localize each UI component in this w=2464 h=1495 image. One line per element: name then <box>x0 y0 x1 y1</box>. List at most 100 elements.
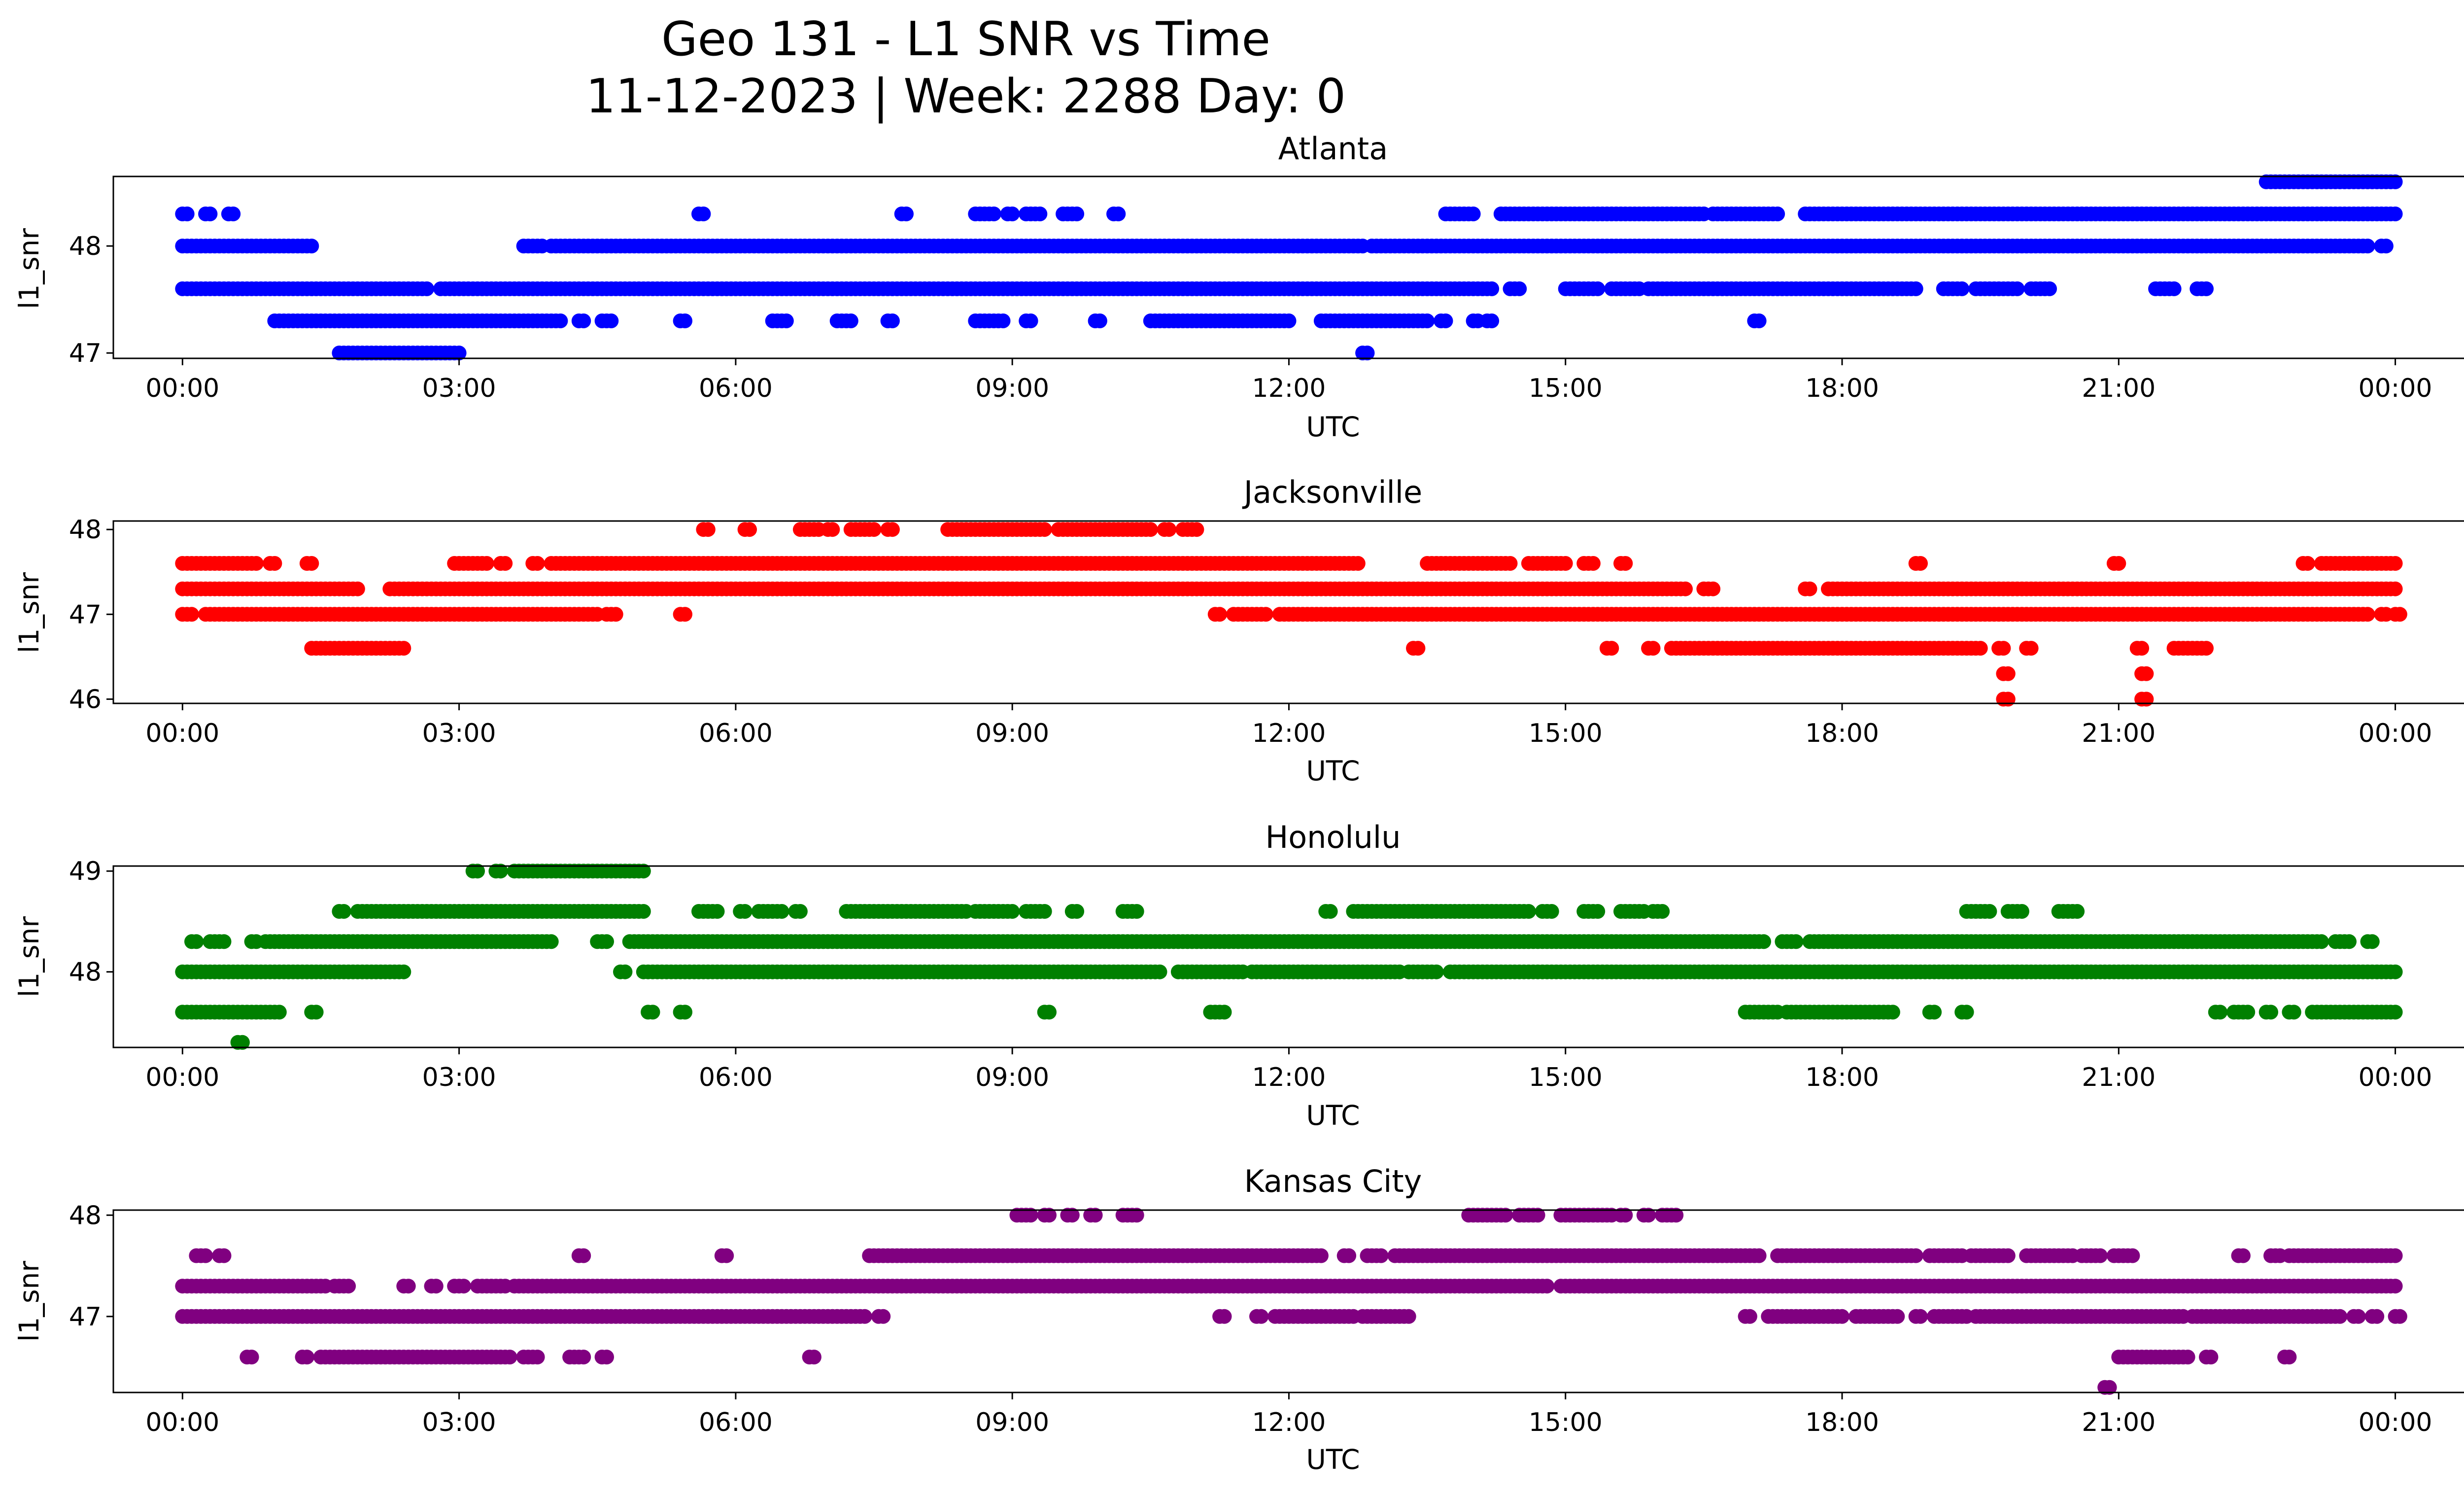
x-tick-label: 00:00 <box>145 374 219 403</box>
scatter-point <box>304 556 319 571</box>
x-axis-label: UTC <box>1306 755 1360 787</box>
scatter-point <box>710 904 725 919</box>
scatter-point <box>2240 1005 2256 1020</box>
scatter-point <box>779 313 794 328</box>
scatter-point <box>1111 207 1126 221</box>
scatter-point <box>2378 239 2394 254</box>
scatter-point <box>1258 607 1273 622</box>
y-axis-label: l1_snr <box>13 916 45 997</box>
x-axis-label: UTC <box>1306 1100 1360 1131</box>
scatter-point <box>226 207 241 221</box>
scatter-point <box>1341 1248 1357 1263</box>
scatter-point <box>876 1309 891 1324</box>
scatter-point <box>1959 1005 1974 1020</box>
scatter-point <box>2263 1005 2278 1020</box>
scatter-point <box>336 904 351 919</box>
scatter-point <box>1604 641 1619 656</box>
y-tick-label: 47 <box>69 1302 102 1332</box>
scatter-point <box>1313 1248 1329 1263</box>
scatter-point <box>599 934 614 949</box>
x-tick-label: 03:00 <box>422 1063 496 1092</box>
plot-frame <box>112 865 2464 1048</box>
scatter-point <box>1152 964 1167 979</box>
x-tick-label: 12:00 <box>1252 719 1326 748</box>
scatter-point <box>401 1279 416 1294</box>
x-axis-label: UTC <box>1306 411 1360 443</box>
x-tick-label: 15:00 <box>1529 719 1603 748</box>
scatter-point <box>843 313 858 328</box>
scatter-point <box>396 964 411 979</box>
scatter-point <box>2388 1279 2403 1294</box>
scatter-point <box>866 522 882 537</box>
scatter-point <box>899 207 914 221</box>
scatter-point <box>267 556 282 571</box>
scatter-point <box>599 1350 614 1365</box>
scatter-point <box>2314 934 2329 949</box>
scatter-point <box>2388 1005 2403 1020</box>
scatter-point <box>396 641 411 656</box>
scatter-point <box>2042 281 2057 296</box>
y-tick-label: 48 <box>69 958 102 987</box>
x-tick-label: 06:00 <box>699 1063 773 1092</box>
scatter-point <box>244 1350 259 1365</box>
scatter-point <box>1069 904 1085 919</box>
scatter-point <box>198 1248 213 1263</box>
scatter-point <box>857 1309 872 1324</box>
scatter-point <box>1982 904 1997 919</box>
scatter-point <box>1281 313 1297 328</box>
scatter-point <box>2369 1309 2385 1324</box>
scatter-point <box>299 1350 314 1365</box>
scatter-point <box>1645 641 1661 656</box>
scatter-point <box>272 1005 287 1020</box>
scatter-points <box>175 174 2403 361</box>
scatter-point <box>2388 556 2403 571</box>
scatter-point <box>2199 281 2214 296</box>
scatter-point <box>498 556 513 571</box>
y-tick-label: 47 <box>69 339 102 368</box>
scatter-point <box>1742 1309 1757 1324</box>
scatter-point <box>2360 607 2375 622</box>
scatter-point <box>1954 281 1970 296</box>
scatter-point <box>1770 207 1785 221</box>
figure-title-line2: 11-12-2023 | Week: 2288 Day: 0 <box>586 70 1346 124</box>
scatter-point <box>2166 281 2182 296</box>
scatter-point <box>1751 1248 1767 1263</box>
x-tick-label: 12:00 <box>1252 374 1326 403</box>
y-tick-label: 48 <box>69 232 102 261</box>
scatter-point <box>2342 934 2357 949</box>
scatter-point <box>216 1248 232 1263</box>
x-tick-label: 12:00 <box>1252 1063 1326 1092</box>
scatter-points <box>175 864 2403 1050</box>
scatter-point <box>2203 1350 2219 1365</box>
scatter-point <box>2213 1005 2228 1020</box>
scatter-point <box>2070 904 2085 919</box>
scatter-point <box>678 313 692 328</box>
scatter-point <box>502 1350 517 1365</box>
scatter-points <box>175 522 2407 707</box>
scatter-point <box>700 522 716 537</box>
scatter-point <box>1913 1309 1928 1324</box>
scatter-point <box>1590 281 1606 296</box>
scatter-point <box>1037 522 1052 537</box>
scatter-point <box>774 904 789 919</box>
scatter-point <box>617 964 633 979</box>
scatter-point <box>792 904 808 919</box>
x-tick-label: 03:00 <box>422 1408 496 1437</box>
scatter-point <box>2332 1309 2348 1324</box>
scatter-point <box>608 607 623 622</box>
scatter-point <box>2392 1309 2407 1324</box>
scatter-point <box>1835 1309 1849 1324</box>
x-tick-label: 21:00 <box>2082 1063 2156 1092</box>
scatter-point <box>1401 1309 1416 1324</box>
scatter-point <box>1217 1309 1232 1324</box>
scatter-point <box>2388 581 2403 596</box>
scatter-point <box>451 346 467 361</box>
scatter-point <box>742 522 757 537</box>
x-tick-label: 21:00 <box>2082 719 2156 748</box>
scatter-point <box>995 313 1011 328</box>
y-axis-label: l1_snr <box>13 572 45 653</box>
scatter-point <box>2388 1248 2403 1263</box>
